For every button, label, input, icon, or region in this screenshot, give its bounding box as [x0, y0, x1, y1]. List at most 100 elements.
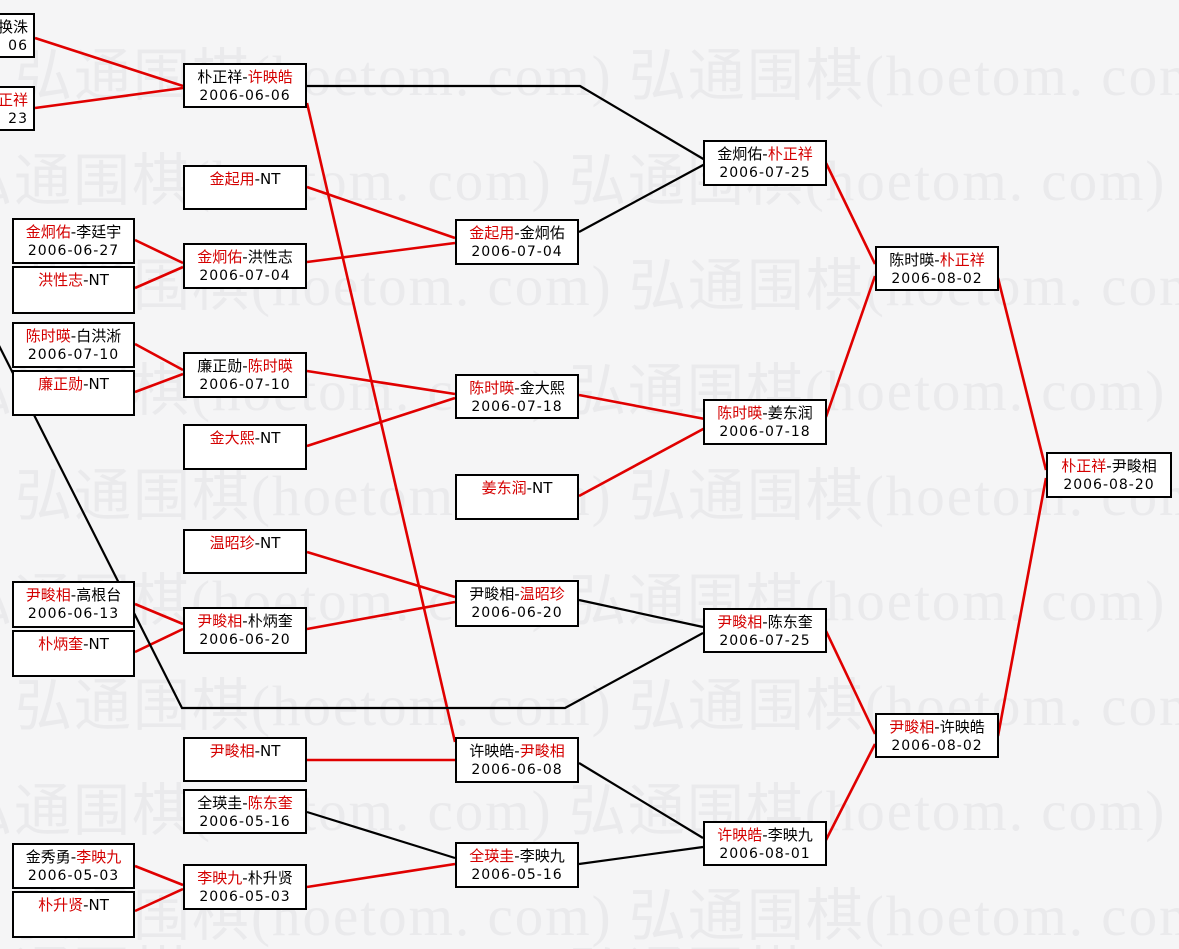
- match-box-csy-kdx[interactable]: 陈时暎-金大熙 2006-07-18: [455, 374, 579, 419]
- bracket-connector-black: [578, 598, 704, 629]
- match-box-lzx-csy[interactable]: 廉正勋-陈时暎 2006-07-10: [183, 352, 307, 398]
- match-players: 姜东润-NT: [457, 479, 577, 498]
- match-box-kjy-hsz[interactable]: 金炯佑-洪性志 2006-07-04: [183, 243, 307, 289]
- player-name: 许映皓: [939, 718, 985, 736]
- match-box-ksy-lyj[interactable]: 金秀勇-李映九 2006-05-03: [12, 843, 135, 889]
- match-players: 陈时暎-金大熙: [457, 379, 577, 398]
- match-box-xyh-yjs[interactable]: 许映皓-尹畯相 2006-06-08: [455, 737, 579, 783]
- bracket-connector-red: [134, 887, 184, 913]
- match-box-lyj-psx[interactable]: 李映九-朴升贤 2006-05-03: [183, 864, 307, 910]
- match-box-kjy-lty[interactable]: 金炯佑-李廷宇 2006-06-27: [12, 218, 135, 264]
- player-name-winner: 姜东润: [481, 479, 527, 497]
- player-name: -: [70, 586, 77, 604]
- match-box-hsz-nt[interactable]: 洪性志-NT: [12, 266, 135, 314]
- player-name-winner: 陈时暎: [25, 327, 71, 345]
- player-name: -NT: [83, 635, 109, 653]
- player-name: -NT: [254, 534, 281, 552]
- player-name-winner: 陈时暎: [247, 357, 293, 375]
- player-name: -NT: [254, 429, 281, 447]
- player-name-winner: 陈东奎: [247, 794, 293, 812]
- player-name-winner: 陈时暎: [717, 404, 763, 422]
- player-name: 李映九: [767, 826, 813, 844]
- match-players: 尹畯相-NT: [185, 742, 305, 761]
- match-box-qyg-lyj[interactable]: 全瑛圭-李映九 2006-05-16: [455, 842, 579, 888]
- player-name: 许映皓: [469, 742, 515, 760]
- player-name: -NT: [83, 375, 109, 393]
- player-name-winner: 朴炳奎: [38, 635, 84, 653]
- player-name-winner: 李映九: [197, 869, 243, 887]
- match-date: 2006-06-06: [199, 88, 291, 104]
- player-name: 姜东润: [767, 404, 813, 422]
- match-box-pbk-nt[interactable]: 朴炳奎-NT: [12, 630, 135, 677]
- player-name: 金炯佑: [717, 145, 763, 163]
- match-box-kqy-nt[interactable]: 金起用-NT: [183, 165, 307, 210]
- player-name: -NT: [83, 896, 109, 914]
- player-name: -: [762, 613, 768, 631]
- player-name: -: [514, 742, 520, 760]
- player-name: 洪性志: [247, 248, 293, 266]
- match-box-kdr-nt[interactable]: 姜东润-NT: [455, 474, 579, 520]
- player-name: -: [514, 224, 520, 242]
- player-name: -: [514, 379, 520, 397]
- player-name-winner: 金炯佑: [197, 248, 243, 266]
- player-name-winner: 全瑛圭: [469, 847, 515, 865]
- match-date: 2006-07-18: [719, 424, 811, 440]
- player-name: -: [70, 223, 77, 241]
- match-box-csy-bhx[interactable]: 陈时暎-白洪淅 2006-07-10: [12, 322, 135, 368]
- player-name-winner: 廉正勋: [38, 375, 84, 393]
- match-players: 金炯佑-洪性志: [185, 248, 305, 267]
- bracket-connector-red: [306, 396, 456, 448]
- player-name-winner: 金大熙: [209, 429, 255, 447]
- player-name: -: [934, 718, 940, 736]
- match-box-final-pzx-yjs[interactable]: 朴正祥-尹畯相 2006-08-20: [1046, 452, 1172, 498]
- match-box-yjs-ggt[interactable]: 尹畯相-高根台 2006-06-13: [12, 581, 135, 628]
- match-box-yjs-cdk[interactable]: 尹畯相-陈东奎 2006-07-25: [703, 608, 827, 653]
- match-box-yjs-xyh[interactable]: 尹畯相-许映皓 2006-08-02: [875, 713, 999, 758]
- bracket-connector-red: [578, 426, 706, 498]
- match-box-psx-nt[interactable]: 朴升贤-NT: [12, 891, 135, 938]
- bracket-connector-black: [306, 810, 456, 860]
- bracket-connector-red: [306, 550, 456, 599]
- bracket-connector-black: [0, 345, 704, 710]
- player-name: 尹畯相: [1111, 457, 1157, 475]
- player-name: -: [70, 327, 77, 345]
- match-date: 2006-06-27: [27, 243, 120, 259]
- player-name: -: [242, 612, 248, 630]
- bracket-connector-red: [824, 275, 877, 418]
- match-date: 23: [8, 111, 28, 127]
- match-box-kqy-kjy[interactable]: 金起用-金炯佑 2006-07-04: [455, 219, 579, 265]
- match-box-yjs-wzz[interactable]: 尹畯相-温昭珍 2006-06-20: [455, 580, 579, 627]
- player-name-winner: 金起用: [209, 170, 255, 188]
- match-box-cut-top-1[interactable]: 换洙 06: [0, 13, 35, 58]
- match-box-cut-top-2[interactable]: 正祥 23: [0, 86, 35, 131]
- bracket-connector-red: [134, 864, 184, 887]
- match-box-wzz-nt[interactable]: 温昭珍-NT: [183, 529, 307, 574]
- match-box-csy-pzx[interactable]: 陈时暎-朴正祥 2006-08-02: [875, 246, 999, 291]
- match-players: 朴正祥-许映皓: [185, 68, 305, 87]
- player-name: 朴炳奎: [247, 612, 293, 630]
- bracket-connector-red: [134, 602, 184, 626]
- match-box-yjs-nt[interactable]: 尹畯相-NT: [183, 737, 307, 782]
- match-players: 廉正勋-NT: [14, 375, 133, 394]
- match-box-kdx-nt[interactable]: 金大熙-NT: [183, 424, 307, 470]
- player-name: -: [242, 357, 248, 375]
- player-name-winner: 陈时暎: [469, 379, 515, 397]
- player-name: -NT: [254, 742, 281, 760]
- match-date: 2006-07-10: [199, 377, 291, 393]
- bracket-connector-red: [578, 393, 706, 421]
- match-date: 2006-08-20: [1063, 477, 1155, 493]
- player-name: -: [1106, 457, 1112, 475]
- match-players: 尹畯相-朴炳奎: [185, 612, 305, 631]
- match-box-pzx-xyh[interactable]: 朴正祥-许映皓 2006-06-06: [183, 63, 307, 108]
- bracket-connector-red: [134, 238, 184, 265]
- player-name: 李廷宇: [76, 223, 122, 241]
- match-box-yjs-pbk[interactable]: 尹畯相-朴炳奎 2006-06-20: [183, 607, 307, 654]
- player-name-winner: 许映皓: [717, 826, 763, 844]
- match-box-qyg-cdk[interactable]: 全瑛圭-陈东奎 2006-05-16: [183, 789, 307, 834]
- match-box-csy-kdr[interactable]: 陈时暎-姜东润 2006-07-18: [703, 399, 827, 445]
- match-box-lzx-nt[interactable]: 廉正勋-NT: [12, 370, 135, 416]
- player-name-winner: 尹畯相: [519, 742, 565, 760]
- match-box-kjy-pzx[interactable]: 金炯佑-朴正祥 2006-07-25: [703, 140, 827, 186]
- match-box-xyh-lyj[interactable]: 许映皓-李映九 2006-08-01: [703, 821, 827, 866]
- bracket-connector-red: [306, 369, 456, 396]
